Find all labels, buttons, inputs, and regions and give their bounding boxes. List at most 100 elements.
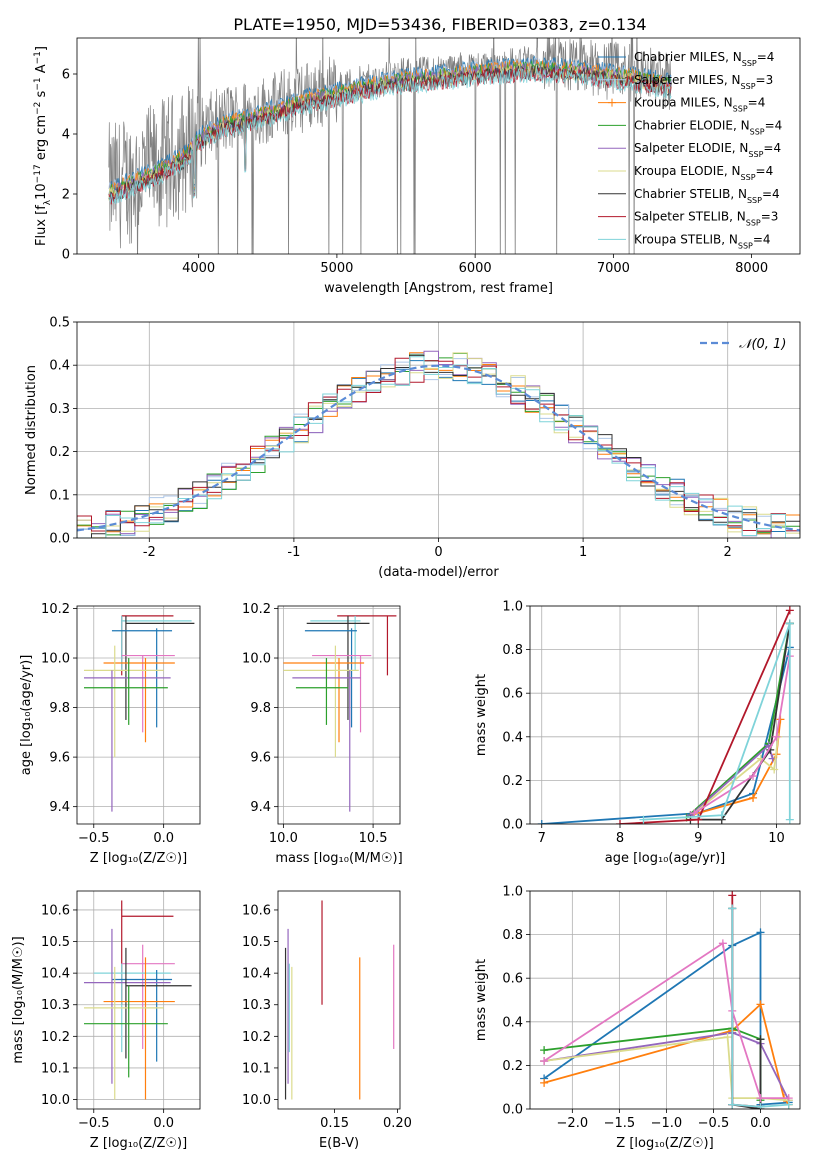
x-tick-label: 10.0 <box>269 831 298 846</box>
x-tick-label: 10 <box>768 831 785 846</box>
mass-weight-series <box>619 610 791 824</box>
mass-weight-point <box>756 1094 765 1103</box>
y-axis-label: mass [log₁₀(M/M☉)] <box>11 936 26 1063</box>
y-tick-label: 6 <box>62 68 70 83</box>
x-tick-label: −1.5 <box>604 1116 636 1131</box>
y-tick-label: 0.6 <box>502 687 523 702</box>
legend-entry-label: Kroupa STELIB, N <box>634 232 738 246</box>
y-tick-label: 2 <box>62 188 70 203</box>
y-axis-label: age [log₁₀(age/yr)] <box>19 655 34 776</box>
y-tick-label: 0.2 <box>49 445 70 460</box>
y-tick-label: 9.6 <box>49 751 70 766</box>
axes-frame <box>529 890 801 1110</box>
x-tick-label: 10.5 <box>359 831 388 846</box>
mass-weight-point <box>537 820 546 824</box>
y-tick-label: 0.5 <box>49 316 70 331</box>
legend-entry-label: Chabrier ELODIE, N <box>634 118 750 132</box>
legend-entry-sub: SSP <box>746 218 761 227</box>
y-tick-label: 10.2 <box>41 1030 70 1045</box>
mass-weight-series <box>693 736 779 814</box>
y-tick-label: 9.4 <box>250 800 271 815</box>
mass-weight-point <box>690 809 699 818</box>
normal-curve <box>77 364 800 532</box>
axes-age-vs-mass: 10.0 10.5 9.4 9.6 9.8 10.0 10.2 mass [log₁₀(M/M… <box>242 602 403 866</box>
legend-entry-label: Chabrier STELIB, N <box>634 187 747 201</box>
y-tick-label: 10.0 <box>242 652 271 667</box>
legend-entry: Kroupa MILES, NSSP=4 <box>634 96 765 114</box>
axes-frame <box>277 605 401 825</box>
y-tick-label: 9.8 <box>250 701 271 716</box>
x-tick-label: 7 <box>538 831 546 846</box>
y-tick-label: 9.8 <box>49 701 70 716</box>
y-axis-label-part: Flux [f <box>34 205 49 246</box>
legend-entry-count: =4 <box>756 164 774 178</box>
y-tick-label: 0.4 <box>502 730 523 745</box>
x-tick-label: 7000 <box>597 261 630 276</box>
mass-weight-point <box>785 619 794 628</box>
x-tick-label: -1 <box>287 545 300 560</box>
y-tick-label: 10.6 <box>41 903 70 918</box>
y-tick-label: 0.0 <box>502 1103 523 1118</box>
axes-age-vs-z: −0.5 0.0 9.4 9.6 9.8 10.0 10.2 Z [log₁₀(Z/Z☉)] a… <box>19 602 201 866</box>
y-axis-label-part: erg cm <box>34 115 49 164</box>
legend-entry-count: =3 <box>761 210 779 224</box>
legend-entry: Chabrier ELODIE, NSSP=4 <box>634 118 782 136</box>
x-tick-label: 9 <box>694 831 702 846</box>
mass-weight-point <box>785 606 794 615</box>
x-tick-label: 0.0 <box>750 1116 771 1131</box>
x-axis-label: Z [log₁₀(Z/Z☉)] <box>90 851 187 866</box>
figure-title: PLATE=1950, MJD=53436, FIBERID=0383, z=0… <box>233 15 646 34</box>
mass-weight-point <box>728 891 737 900</box>
y-axis-label: Flux [fλ10−17 erg cm−2 s−1 A−1] <box>33 46 53 246</box>
mass-weight-series <box>690 623 791 821</box>
mass-weight-point <box>749 772 758 781</box>
legend-entry-sub: SSP <box>733 104 748 113</box>
x-tick-label: −0.5 <box>698 1116 730 1131</box>
y-axis-label-part: λ <box>43 199 53 205</box>
y-tick-label: 9.6 <box>250 751 271 766</box>
mass-weight-series <box>643 623 791 821</box>
y-tick-label: 0.8 <box>502 928 523 943</box>
axes-frame <box>76 321 801 539</box>
legend-entry: Salpeter STELIB, NSSP=3 <box>634 210 778 228</box>
y-tick-label: 10.0 <box>41 1093 70 1108</box>
y-tick-label: 10.3 <box>41 998 70 1013</box>
y-tick-label: 0.2 <box>502 774 523 789</box>
mass-weight-point <box>756 1102 765 1109</box>
y-axis-label-part: −1 <box>33 77 43 90</box>
x-axis-label: E(B-V) <box>319 1136 359 1151</box>
x-axis-label: (data-model)/error <box>378 565 499 580</box>
y-tick-label: 10.5 <box>242 935 271 950</box>
y-tick-label: 0 <box>62 248 70 263</box>
y-axis-label-part: 10 <box>34 183 49 200</box>
legend-entry: Salpeter ELODIE, NSSP=4 <box>634 141 781 159</box>
y-axis-label-part: ] <box>34 46 49 51</box>
mass-weight-point <box>770 765 779 774</box>
y-tick-label: 10.4 <box>242 967 271 982</box>
y-tick-label: 0.2 <box>502 1059 523 1074</box>
legend-entry-sub: SSP <box>738 241 753 250</box>
y-tick-label: 10.2 <box>41 602 70 617</box>
legend-entry: Kroupa ELODIE, NSSP=4 <box>634 164 773 182</box>
axes-mass-weight-vs-age: 7 8 9 10 0.0 0.2 0.4 0.6 0.8 1.0 age [log₁₀(age/yr… <box>474 600 801 866</box>
mass-weight-point <box>756 1000 765 1009</box>
y-tick-label: 4 <box>62 128 70 143</box>
model-spectrum-stelib-salpeter <box>108 67 672 205</box>
mass-weight-point <box>540 1057 549 1066</box>
y-tick-label: 10.1 <box>242 1061 271 1076</box>
axes-frame <box>529 605 801 825</box>
mass-weight-point <box>785 815 794 824</box>
legend-entry-count: =3 <box>756 73 774 87</box>
mass-weight-point <box>756 1035 765 1044</box>
mass-weight-point <box>756 928 765 937</box>
axes-frame <box>76 605 201 825</box>
model-spectrum-stelib-kroupa <box>108 68 672 204</box>
y-axis-label: mass weight <box>474 674 489 756</box>
legend-entry-label: Kroupa ELODIE, N <box>634 164 741 178</box>
x-tick-label: 1 <box>579 545 587 560</box>
x-tick-label: −0.5 <box>78 831 110 846</box>
plot-area <box>108 38 672 254</box>
x-axis-label: age [log₁₀(age/yr)] <box>605 851 726 866</box>
legend-entry-count: =4 <box>763 141 781 155</box>
mass-weight-point <box>772 732 781 741</box>
